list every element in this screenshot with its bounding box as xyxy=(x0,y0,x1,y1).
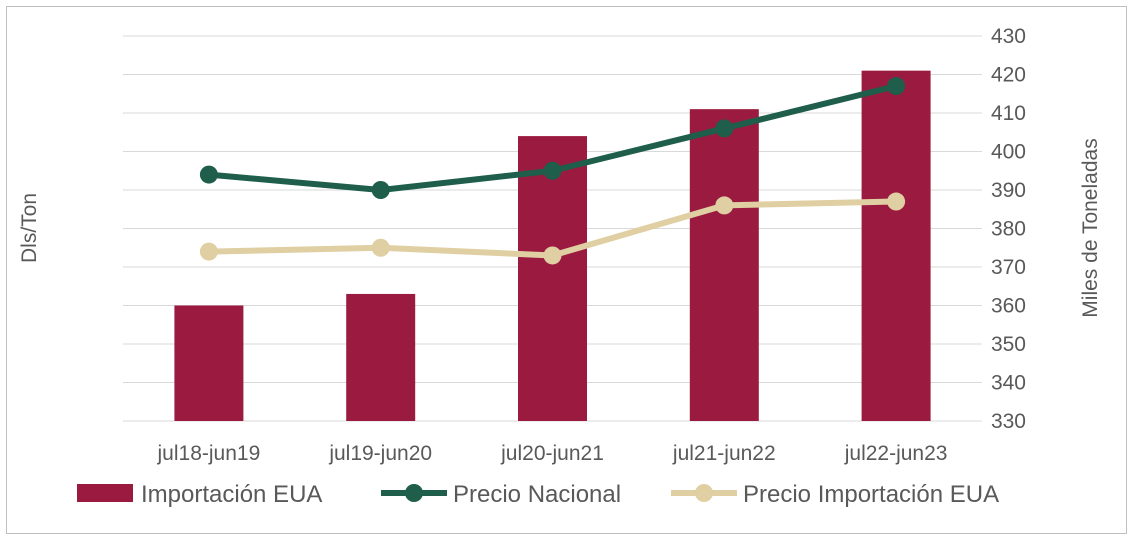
series-point xyxy=(371,238,390,257)
right-axis-tick-label: 390 xyxy=(991,179,1026,202)
right-axis-tick-label: 350 xyxy=(991,333,1026,356)
x-axis-tick-label: jul22-jun23 xyxy=(844,442,948,465)
right-axis-tick-label: 430 xyxy=(991,25,1026,48)
series-point xyxy=(543,161,562,180)
right-axis-tick-label: 380 xyxy=(991,218,1026,241)
right-axis-label: Miles de Toneladas xyxy=(1079,138,1102,317)
right-axis-tick-label: 360 xyxy=(991,295,1026,318)
series-point xyxy=(715,196,734,215)
x-axis-tick-label: jul21-jun22 xyxy=(672,442,776,465)
legend-swatch-importacion xyxy=(77,484,133,502)
right-axis-tick-label: 340 xyxy=(991,372,1026,395)
right-axis-tick-label: 420 xyxy=(991,64,1026,87)
legend: Importación EUA Precio Nacional Precio I… xyxy=(77,481,999,508)
right-axis-tick-label: 410 xyxy=(991,102,1026,125)
right-axis-tick-label: 330 xyxy=(991,410,1026,433)
right-axis-tick-label: 370 xyxy=(991,256,1026,279)
x-axis-tick-label: jul19-jun20 xyxy=(328,442,432,465)
legend-label-precio-importacion: Precio Importación EUA xyxy=(743,481,999,508)
bar xyxy=(689,109,759,422)
series-point xyxy=(199,165,218,184)
series-point xyxy=(543,246,562,265)
legend-label-importacion: Importación EUA xyxy=(141,481,322,508)
bar xyxy=(861,70,931,422)
legend-label-precio-nacional: Precio Nacional xyxy=(453,481,621,508)
series-point xyxy=(371,181,390,199)
left-axis-label: Dls/Ton xyxy=(18,193,41,263)
series-point xyxy=(887,77,906,96)
x-axis-tick-label: jul20-jun21 xyxy=(500,442,604,465)
series-point xyxy=(715,119,734,138)
bar xyxy=(174,305,244,421)
bar xyxy=(346,293,416,421)
legend-marker-precio-importacion xyxy=(695,484,713,502)
right-axis-tick-label: 400 xyxy=(991,141,1026,164)
bar-series xyxy=(174,70,931,422)
right-axis-ticks: 430 420 410 400 390 380 370 360 350 340 330 xyxy=(991,25,1026,433)
series-point xyxy=(887,192,906,211)
x-axis-tick-label: jul18-jun19 xyxy=(157,442,261,465)
line-series-group xyxy=(199,77,906,265)
x-axis-ticks: jul18-jun19 jul19-jun20 jul20-jun21 jul21-j… xyxy=(157,442,948,465)
legend-marker-precio-nacional xyxy=(405,484,423,502)
bar xyxy=(518,136,587,421)
series-point xyxy=(199,242,218,261)
